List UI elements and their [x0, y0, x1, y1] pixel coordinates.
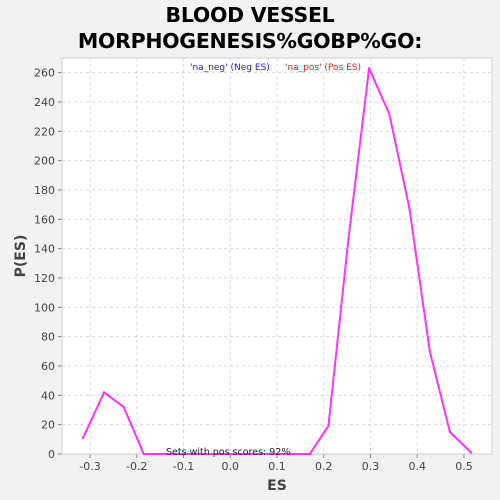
y-tick-label: 40: [41, 389, 55, 402]
data-point: [428, 350, 432, 353]
data-point: [448, 430, 452, 434]
data-point: [387, 112, 391, 115]
y-tick-label: 100: [34, 301, 55, 314]
data-point: [469, 451, 473, 454]
legend-entry: 'na_pos' (Pos ES): [285, 63, 361, 73]
data-point: [102, 391, 106, 394]
x-tick-label: 0.5: [455, 460, 473, 473]
y-tick-label: 140: [34, 243, 55, 256]
data-point: [205, 452, 209, 456]
data-point: [122, 405, 125, 409]
data-point: [226, 452, 230, 456]
data-point: [408, 206, 411, 209]
data-point: [308, 452, 311, 456]
x-tick-label: 0.2: [315, 460, 333, 473]
y-tick-label: 120: [34, 272, 55, 285]
x-tick-label: 0.3: [362, 460, 380, 473]
x-axis-title: ES: [267, 478, 287, 494]
legend-entry: 'na_neg' (Neg ES): [190, 63, 270, 73]
x-tick-label: -0.3: [79, 460, 100, 473]
data-point: [289, 452, 293, 456]
data-point: [142, 452, 145, 456]
series-line: [82, 67, 472, 455]
annotation-text: Sets with pos scores: 92%: [166, 447, 290, 458]
series-layer: [81, 67, 473, 456]
y-tick-label: 80: [41, 331, 55, 344]
legend: 'na_neg' (Neg ES) 'na_pos' (Pos ES): [190, 63, 361, 73]
x-tick-label: -0.2: [126, 460, 147, 473]
y-tick-label: 240: [34, 96, 55, 109]
data-point: [163, 452, 167, 456]
data-point: [367, 67, 371, 70]
x-tick-label: 0.1: [268, 460, 286, 473]
chart-title-line1: BLOOD VESSEL MORPHOGENESIS%GOBP%GO:: [77, 3, 423, 53]
y-tick-label: 200: [34, 155, 55, 168]
x-tick-label: 0.0: [222, 460, 240, 473]
grid: [62, 58, 492, 455]
y-tick-label: 60: [41, 360, 55, 373]
x-tick-label: -0.1: [173, 460, 194, 473]
x-tick-label: 0.4: [408, 460, 426, 473]
y-tick-label: 220: [34, 125, 55, 138]
data-point: [268, 452, 272, 456]
data-point: [81, 436, 85, 440]
data-point: [184, 452, 187, 456]
y-tick-label: 260: [34, 67, 55, 80]
y-tick-label: 160: [34, 213, 55, 226]
y-tick-label: 0: [48, 448, 55, 461]
data-point: [347, 237, 350, 240]
y-axis-title: P(ES): [13, 235, 29, 278]
data-point: [247, 452, 251, 456]
y-tick-label: 20: [41, 419, 55, 432]
y-tick-label: 180: [34, 184, 55, 197]
data-point: [327, 424, 330, 428]
